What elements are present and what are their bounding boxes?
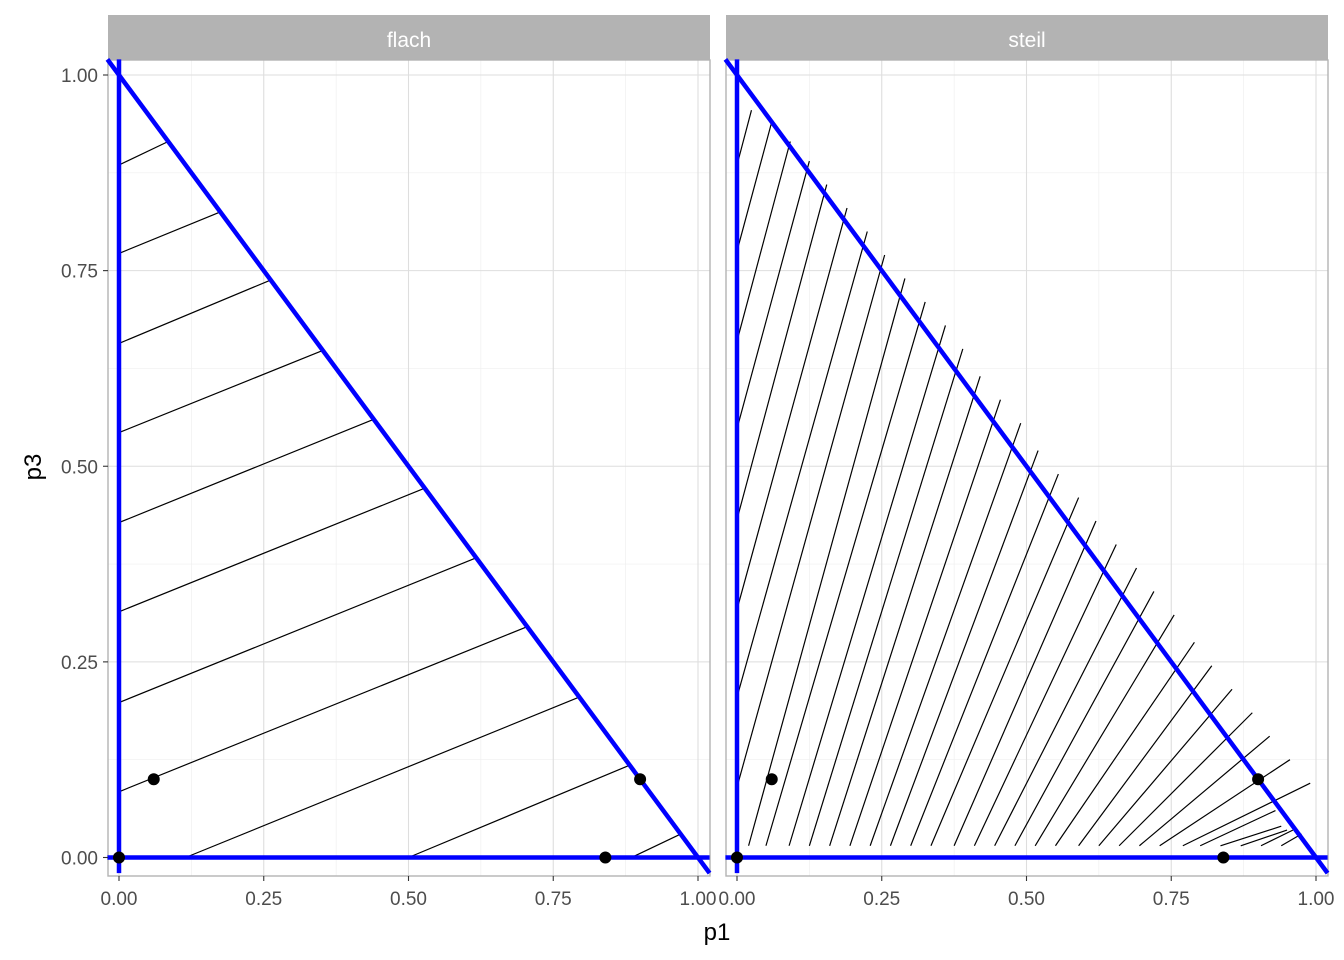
y-tick-label: 0.50 xyxy=(61,457,98,478)
indifference-line xyxy=(930,497,1080,846)
y-axis-title: p3 xyxy=(20,454,47,481)
indifference-line xyxy=(736,160,810,429)
indifference-line xyxy=(408,764,630,859)
y-tick-label: 1.00 xyxy=(61,66,98,87)
indifference-line xyxy=(118,349,324,434)
x-tick-label: 1.00 xyxy=(680,889,717,910)
indifference-line xyxy=(1078,665,1213,847)
indifference-line xyxy=(889,450,1039,846)
data-point xyxy=(731,851,743,864)
indifference-line xyxy=(736,184,828,520)
indifference-line xyxy=(1014,591,1155,847)
indifference-line xyxy=(118,557,477,704)
y-tick-label: 0.25 xyxy=(61,653,98,674)
indifference-line xyxy=(1220,825,1282,847)
boundary-hypotenuse-line xyxy=(723,58,1330,875)
indifference-line xyxy=(869,423,1022,846)
indifference-line xyxy=(736,254,886,788)
indifference-line xyxy=(849,399,1002,846)
indifference-line xyxy=(1118,712,1253,847)
x-tick-label: 0.50 xyxy=(1008,889,1045,910)
indifference-line xyxy=(185,696,580,859)
facet-strip-label: flach xyxy=(387,29,431,52)
facet-strip xyxy=(108,15,710,60)
indifference-line xyxy=(953,520,1097,847)
indifference-line xyxy=(736,110,753,166)
data-point xyxy=(765,773,778,786)
indifference-line xyxy=(118,487,425,613)
indifference-line xyxy=(736,231,868,698)
data-point xyxy=(147,773,160,786)
indifference-line xyxy=(118,418,374,524)
x-tick-label: 0.75 xyxy=(1153,889,1190,910)
indifference-line xyxy=(994,567,1138,847)
indifference-line xyxy=(1240,829,1288,847)
x-tick-label: 0.25 xyxy=(245,889,282,910)
indifference-line xyxy=(748,278,906,846)
data-point xyxy=(599,851,612,864)
indifference-line xyxy=(736,207,848,610)
data-point xyxy=(113,851,125,864)
panel-1: steil 0.00 0.25 0.50 0.75 1.00 xyxy=(719,15,1335,910)
indifference-line xyxy=(736,121,773,252)
indifference-line xyxy=(118,279,271,344)
y-tick-label: 0.00 xyxy=(61,849,98,870)
indifference-line xyxy=(973,544,1117,847)
indifference-line xyxy=(736,141,791,342)
indifference-line xyxy=(829,376,981,846)
indifference-line xyxy=(765,301,926,846)
boundary-hypotenuse-line xyxy=(105,58,712,875)
panel-0: flach 0.00 0.25 0.50 0.75 1.00 0.00 0.25 0.50 0.7… xyxy=(61,15,716,910)
indifference-line xyxy=(118,140,169,166)
x-tick-label: 0.00 xyxy=(719,889,756,910)
data-point xyxy=(634,773,647,786)
indifference-line xyxy=(788,325,947,846)
indifference-line xyxy=(1034,614,1175,847)
y-tick-label: 0.75 xyxy=(61,262,98,283)
x-tick-label: 0.00 xyxy=(101,889,138,910)
indifference-line xyxy=(1098,688,1233,847)
facet-strip xyxy=(726,15,1328,60)
x-tick-label: 1.00 xyxy=(1298,889,1335,910)
x-tick-label: 0.25 xyxy=(863,889,900,910)
indifference-line xyxy=(1139,735,1271,847)
indifference-line xyxy=(1182,782,1311,847)
indifference-line xyxy=(1054,641,1195,847)
indifference-line xyxy=(1260,829,1294,847)
indifference-line xyxy=(631,833,681,859)
indifference-line xyxy=(808,348,964,846)
indifference-line xyxy=(910,473,1059,846)
data-point xyxy=(1252,773,1265,786)
facet-strip-label: steil xyxy=(1008,29,1045,52)
x-axis-title: p1 xyxy=(704,919,731,946)
indifference-line xyxy=(118,211,221,254)
indifference-line xyxy=(1159,759,1291,847)
indifference-line xyxy=(1199,810,1276,847)
indifference-line xyxy=(118,626,528,793)
x-tick-label: 0.75 xyxy=(535,889,572,910)
x-tick-label: 0.50 xyxy=(390,889,427,910)
data-point xyxy=(1217,851,1230,864)
